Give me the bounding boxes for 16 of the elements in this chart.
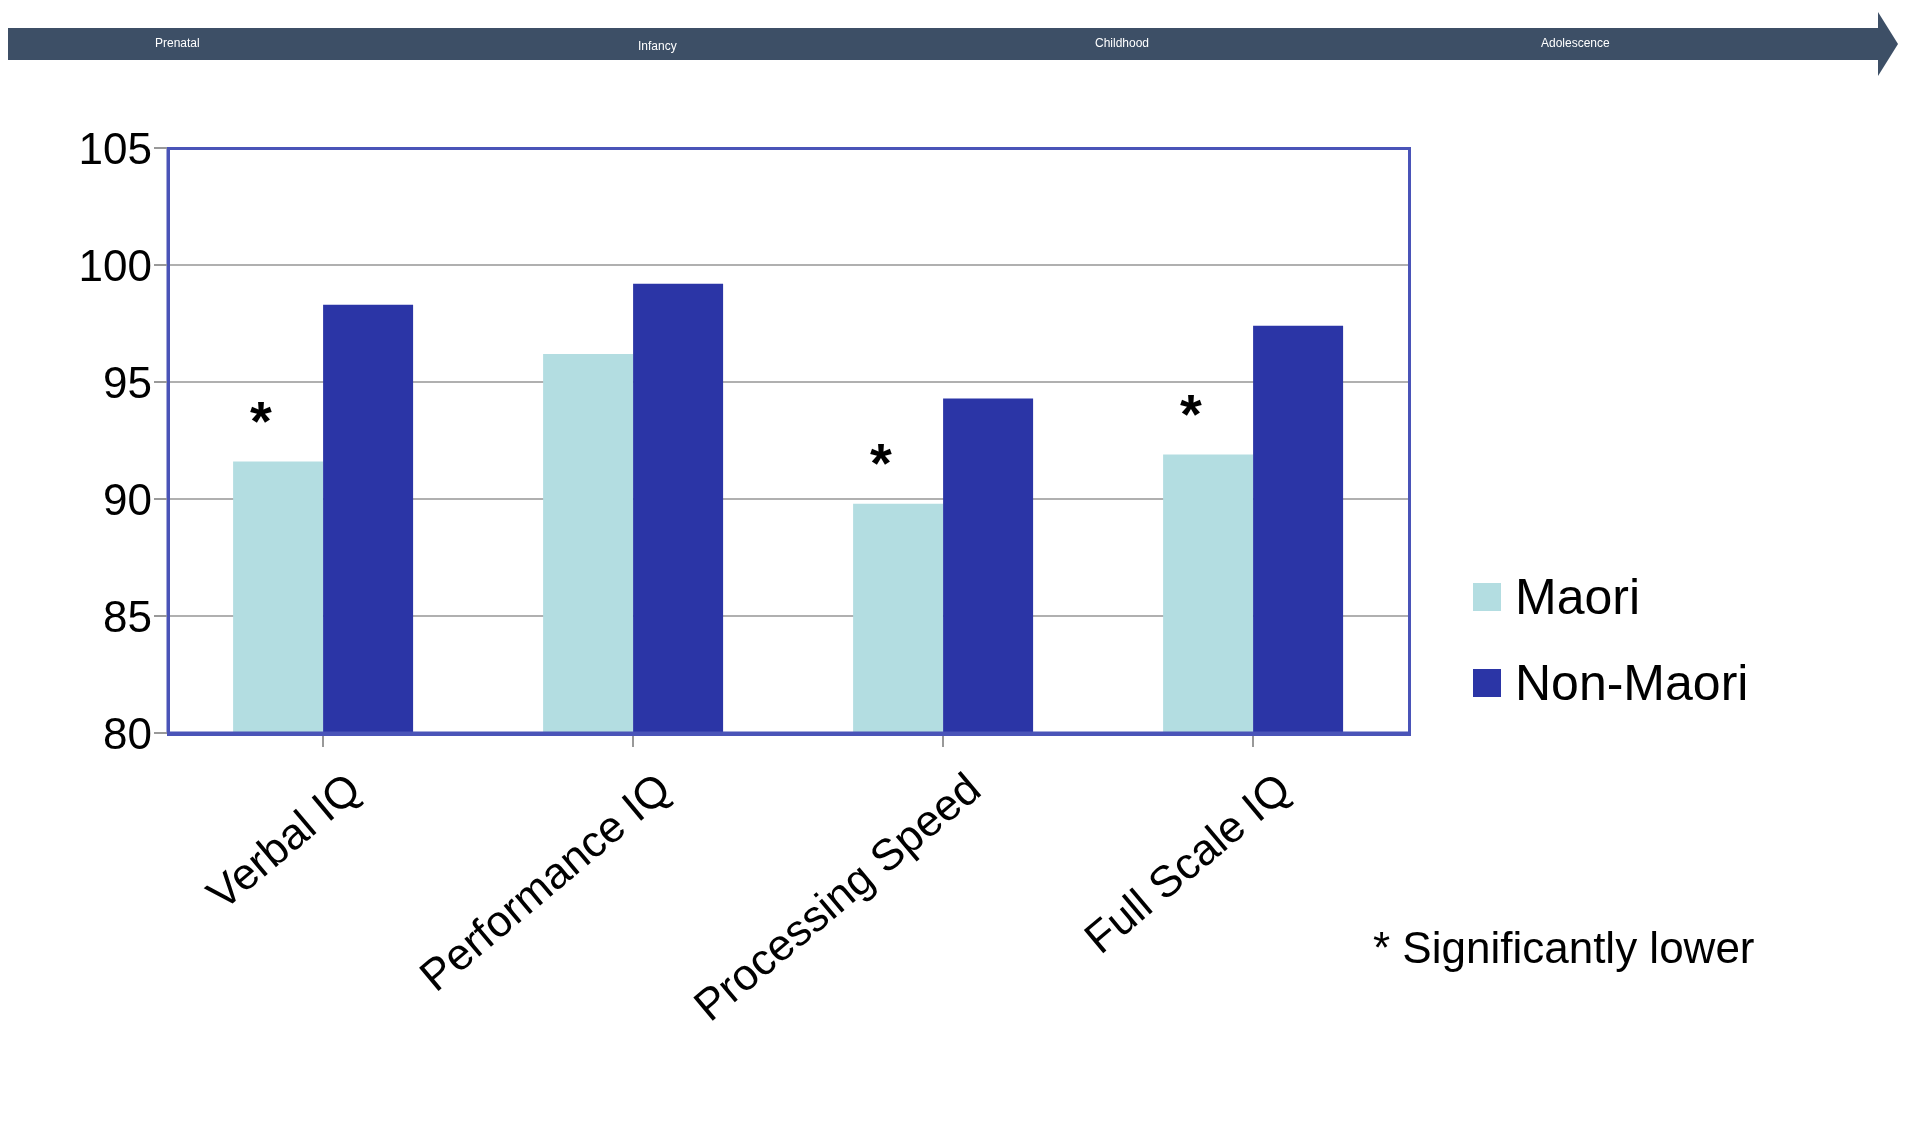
y-tick-label: 100: [78, 240, 152, 290]
text: Adolescence: [1541, 36, 1610, 50]
text: Prenatal: [155, 36, 200, 50]
text: Childhood: [1095, 36, 1150, 50]
annotation: *: [1180, 381, 1203, 445]
text: * Significantly lower: [1373, 923, 1755, 973]
y-tick-label: 95: [103, 357, 152, 407]
annotation: *: [250, 388, 273, 452]
annotation: *: [870, 430, 893, 494]
y-tick-label: 85: [103, 591, 152, 641]
y-tick-label: 90: [103, 474, 152, 524]
legend-label: Maori: [1515, 568, 1641, 626]
text: Infancy: [638, 39, 677, 53]
y-tick-label: 80: [103, 708, 152, 758]
legend-label: Non-Maori: [1515, 654, 1749, 712]
y-tick-label: 105: [78, 123, 152, 173]
